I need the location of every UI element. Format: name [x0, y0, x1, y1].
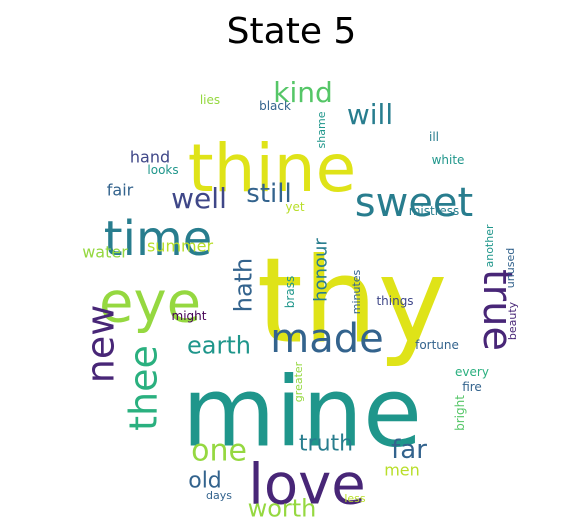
word-summer: summer — [147, 237, 213, 256]
word-fair: fair — [107, 181, 134, 200]
word-brass: brass — [283, 276, 297, 308]
word-less: less — [344, 492, 366, 505]
word-mistress: mistress — [409, 204, 460, 218]
word-still: still — [246, 179, 291, 209]
word-mine: mine — [182, 357, 422, 469]
word-things: things — [376, 294, 413, 308]
word-well: well — [171, 182, 227, 215]
word-looks: looks — [147, 163, 178, 177]
word-ill: ill — [429, 130, 439, 144]
word-new: new — [78, 305, 122, 384]
word-will: will — [347, 98, 393, 131]
word-sweet: sweet — [355, 180, 473, 226]
word-beauty: beauty — [506, 301, 519, 340]
word-time: time — [104, 211, 212, 267]
word-another: another — [483, 224, 496, 267]
word-yet: yet — [285, 200, 304, 214]
word-worth: worth — [248, 494, 317, 522]
word-old: old — [188, 469, 222, 494]
word-thy: thy — [257, 231, 448, 369]
word-might: might — [172, 309, 207, 323]
word-eye: eye — [99, 271, 201, 336]
word-bright: bright — [453, 395, 467, 431]
word-unused: unused — [504, 248, 517, 288]
word-white: white — [432, 153, 465, 167]
word-every: every — [455, 365, 489, 379]
word-days: days — [206, 489, 232, 502]
word-earth: earth — [187, 331, 251, 359]
word-greater: greater — [292, 361, 305, 402]
word-truth: truth — [299, 432, 353, 457]
word-fire: fire — [462, 380, 482, 394]
word-far: far — [391, 435, 427, 465]
word-lies: lies — [200, 93, 220, 107]
word-hand: hand — [130, 148, 170, 167]
chart-title: State 5 — [226, 11, 357, 52]
word-shame: shame — [315, 111, 328, 148]
word-fortune: fortune — [415, 338, 459, 352]
word-kind: kind — [273, 76, 333, 109]
word-minutes: minutes — [350, 269, 363, 314]
word-true: true — [474, 269, 520, 351]
word-men: men — [384, 461, 420, 480]
word-thee: thee — [121, 345, 165, 431]
word-water: water — [82, 243, 128, 262]
word-one: one — [191, 434, 247, 469]
word-black: black — [259, 99, 291, 113]
word-honour: honour — [310, 238, 331, 302]
word-hath: hath — [229, 258, 257, 313]
word-thine: thine — [188, 130, 356, 207]
word-made: made — [270, 316, 383, 362]
word-love: love — [248, 453, 365, 518]
